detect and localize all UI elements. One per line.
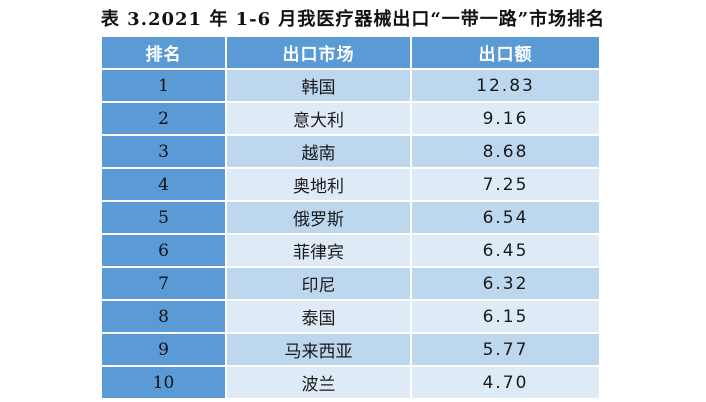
rank-cell: 9 (102, 334, 227, 367)
value-cell: 7.25 (412, 169, 599, 202)
table-row: 3 越南 8.68 (102, 136, 599, 169)
table-row: 10 波兰 4.70 (102, 367, 599, 400)
header-market: 出口市场 (227, 37, 412, 70)
rank-cell: 2 (102, 103, 227, 136)
market-cell: 韩国 (227, 70, 412, 103)
value-cell: 6.54 (412, 202, 599, 235)
table-row: 6 菲律宾 6.45 (102, 235, 599, 268)
value-cell: 6.15 (412, 301, 599, 334)
market-cell: 意大利 (227, 103, 412, 136)
market-cell: 波兰 (227, 367, 412, 400)
value-cell: 12.83 (412, 70, 599, 103)
rank-cell: 10 (102, 367, 227, 400)
market-cell: 俄罗斯 (227, 202, 412, 235)
market-cell: 越南 (227, 136, 412, 169)
table-row: 1 韩国 12.83 (102, 70, 599, 103)
rank-cell: 7 (102, 268, 227, 301)
rank-cell: 5 (102, 202, 227, 235)
table-row: 4 奥地利 7.25 (102, 169, 599, 202)
market-cell: 泰国 (227, 301, 412, 334)
value-cell: 6.32 (412, 268, 599, 301)
table-caption: 表 3.2021 年 1-6 月我医疗器械出口“一带一路”市场排名 (100, 9, 606, 30)
value-cell: 5.77 (412, 334, 599, 367)
table-row: 7 印尼 6.32 (102, 268, 599, 301)
rank-cell: 4 (102, 169, 227, 202)
market-cell: 马来西亚 (227, 334, 412, 367)
value-cell: 9.16 (412, 103, 599, 136)
header-rank: 排名 (102, 37, 227, 70)
rank-cell: 8 (102, 301, 227, 334)
ranking-table: 排名 出口市场 出口额 1 韩国 12.83 2 意大利 9.16 3 越南 8… (102, 37, 599, 400)
value-cell: 4.70 (412, 367, 599, 400)
market-cell: 印尼 (227, 268, 412, 301)
rank-cell: 3 (102, 136, 227, 169)
rank-cell: 6 (102, 235, 227, 268)
rank-cell: 1 (102, 70, 227, 103)
market-cell: 奥地利 (227, 169, 412, 202)
value-cell: 6.45 (412, 235, 599, 268)
table-row: 2 意大利 9.16 (102, 103, 599, 136)
table-row: 8 泰国 6.15 (102, 301, 599, 334)
table-header-row: 排名 出口市场 出口额 (102, 37, 599, 70)
table-row: 5 俄罗斯 6.54 (102, 202, 599, 235)
value-cell: 8.68 (412, 136, 599, 169)
table-row: 9 马来西亚 5.77 (102, 334, 599, 367)
market-cell: 菲律宾 (227, 235, 412, 268)
header-export-value: 出口额 (412, 37, 599, 70)
